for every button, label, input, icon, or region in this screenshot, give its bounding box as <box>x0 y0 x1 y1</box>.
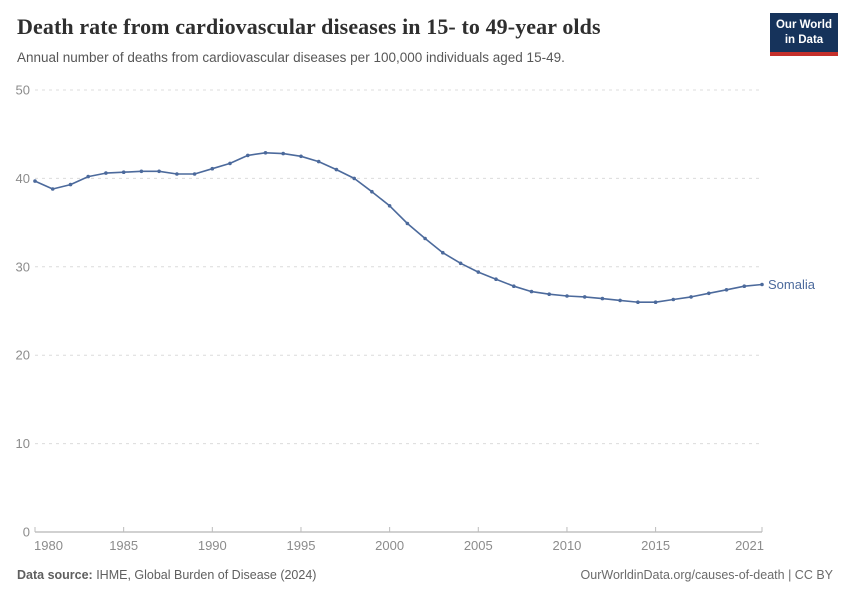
data-point[interactable] <box>299 154 303 159</box>
footer-cc-by: | CC BY <box>784 568 833 582</box>
data-point[interactable] <box>157 169 161 174</box>
data-point[interactable] <box>494 277 498 282</box>
data-point[interactable] <box>86 174 90 179</box>
data-source-value: IHME, Global Burden of Disease (2024) <box>92 568 317 582</box>
data-point[interactable] <box>316 159 321 164</box>
x-tick-label: 2021 <box>735 538 764 553</box>
data-point[interactable] <box>547 292 551 297</box>
owid-logo-stripe <box>770 51 838 56</box>
data-point[interactable] <box>529 289 534 294</box>
data-point[interactable] <box>600 296 605 301</box>
data-point[interactable] <box>582 295 587 299</box>
series-points[interactable] <box>33 151 764 305</box>
y-tick-label: 50 <box>16 83 30 98</box>
x-tick-label: 2000 <box>375 538 404 553</box>
x-tick-label: 2015 <box>641 538 670 553</box>
data-point[interactable] <box>352 176 357 181</box>
x-tick-label: 1980 <box>34 538 63 553</box>
y-tick-label: 30 <box>16 259 30 274</box>
data-point[interactable] <box>68 182 73 187</box>
data-point[interactable] <box>104 171 108 175</box>
data-point[interactable] <box>512 284 516 289</box>
data-point[interactable] <box>175 172 179 176</box>
series-line[interactable] <box>34 152 763 303</box>
y-tick-label: 10 <box>16 436 30 451</box>
owid-logo[interactable]: Our World in Data <box>770 13 838 56</box>
x-tick-label: 1985 <box>109 538 138 553</box>
data-point[interactable] <box>334 167 339 172</box>
data-point[interactable] <box>405 221 410 226</box>
data-point[interactable] <box>689 295 693 299</box>
data-point[interactable] <box>139 169 144 174</box>
data-point[interactable] <box>281 151 286 156</box>
data-point[interactable] <box>210 166 215 171</box>
data-point[interactable] <box>618 298 622 303</box>
data-point[interactable] <box>476 270 481 274</box>
series-label[interactable]: Somalia <box>768 277 816 292</box>
x-tick-label: 2010 <box>552 538 581 553</box>
y-tick-label: 0 <box>23 525 30 540</box>
data-point[interactable] <box>724 288 729 292</box>
data-point[interactable] <box>565 294 569 298</box>
data-point[interactable] <box>707 291 711 296</box>
data-point[interactable] <box>50 187 55 191</box>
x-tick-label: 2005 <box>464 538 493 553</box>
footer-source: Data source: IHME, Global Burden of Dise… <box>17 568 316 582</box>
data-point[interactable] <box>441 250 445 255</box>
data-point[interactable] <box>263 151 268 155</box>
data-point[interactable] <box>33 179 37 183</box>
chart-subtitle: Annual number of deaths from cardiovascu… <box>17 50 565 65</box>
footer-url-link[interactable]: OurWorldinData.org/causes-of-death <box>580 568 785 582</box>
owid-logo-line2: in Data <box>784 33 824 46</box>
data-point[interactable] <box>742 284 747 289</box>
data-point[interactable] <box>671 297 676 302</box>
owid-logo-line1: Our World <box>775 19 832 31</box>
data-point[interactable] <box>458 261 463 266</box>
y-tick-label: 20 <box>16 348 30 363</box>
data-point[interactable] <box>760 282 764 287</box>
data-point[interactable] <box>192 172 197 176</box>
data-point[interactable] <box>636 300 640 305</box>
y-axis-grid: 0 10 20 30 40 50 <box>16 83 762 540</box>
page-title: Death rate from cardiovascular diseases … <box>17 14 601 39</box>
data-point[interactable] <box>246 153 250 158</box>
series-somalia[interactable]: Somalia <box>33 151 816 305</box>
x-tick-label: 1990 <box>198 538 227 553</box>
data-source-label: Data source: <box>17 568 93 582</box>
footer-license: OurWorldinData.org/causes-of-death | CC … <box>581 568 833 582</box>
y-tick-label: 40 <box>16 171 30 186</box>
data-point[interactable] <box>423 236 427 241</box>
x-tick-label: 1995 <box>287 538 316 553</box>
data-point[interactable] <box>121 170 126 174</box>
x-axis: 1980 1985 1990 1995 2000 2005 2010 2015 2021 <box>34 527 764 553</box>
data-point[interactable] <box>370 189 374 194</box>
data-point[interactable] <box>228 161 232 166</box>
data-point[interactable] <box>387 204 392 208</box>
data-point[interactable] <box>653 300 658 305</box>
